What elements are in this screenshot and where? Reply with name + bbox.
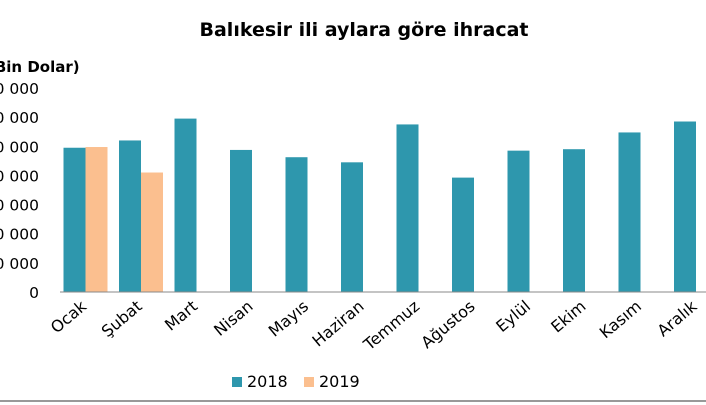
bar-2018-Aralık	[674, 121, 696, 292]
legend: 2018 2019	[232, 372, 360, 391]
y-tick-label: 0	[29, 284, 39, 302]
y-axis-unit-label: (Bin Dolar)	[0, 58, 80, 76]
y-tick-label: 100 000	[0, 138, 39, 156]
bar-2018-Eylül	[507, 150, 530, 292]
legend-swatch-2018	[232, 377, 242, 387]
legend-swatch-2019	[304, 377, 314, 387]
x-tick-label: Ağustos	[417, 297, 478, 353]
bar-2018-Mayıs	[285, 157, 308, 292]
bar-2018-Nisan	[230, 149, 252, 292]
legend-label-2018: 2018	[247, 372, 288, 391]
bar-2018-Haziran	[341, 162, 363, 292]
bar-2018-Kasım	[618, 132, 641, 292]
y-tick-label: 20 000	[0, 255, 39, 273]
chart-title: Balıkesir ili aylara göre ihracat	[200, 19, 529, 41]
x-tick-label: Mayıs	[265, 297, 312, 341]
x-tick-label: Aralık	[654, 296, 702, 340]
bar-2019-Şubat	[141, 172, 163, 292]
x-tick-label: Şubat	[98, 297, 146, 341]
x-axis-labels: Ocak Şubat Mart Nisan MayısHaziranTemmuzAğus…	[47, 296, 701, 354]
y-axis-ticks: 0 20 000 40 000 60 000 80 000 100 000 120 000 1…	[0, 80, 39, 302]
bar-2018-Mart	[174, 118, 197, 292]
x-tick-label: Temmuz	[359, 297, 423, 355]
x-tick-label: Ocak	[47, 296, 91, 337]
y-tick-label: 60 000	[0, 197, 39, 215]
x-tick-label: Mart	[161, 297, 201, 335]
x-tick-label: Haziran	[308, 297, 367, 351]
y-tick-label: 80 000	[0, 167, 39, 185]
bar-2019-Ocak	[85, 147, 108, 292]
bar-2018-Temmuz	[396, 124, 419, 292]
x-tick-label: Eylül	[492, 297, 534, 336]
y-tick-label: 40 000	[0, 226, 39, 244]
x-tick-label: Nisan	[210, 297, 256, 340]
legend-label-2019: 2019	[319, 372, 360, 391]
bar-2018-Şubat	[119, 140, 141, 292]
x-tick-label: Kasım	[596, 297, 645, 343]
bar-2018-Ağustos	[452, 177, 474, 292]
bar-2018-Ocak	[63, 147, 86, 292]
x-tick-label: Ekim	[547, 297, 589, 337]
bar-2018-Ekim	[563, 149, 585, 292]
bars	[63, 118, 696, 292]
y-tick-label: 120 000	[0, 109, 39, 127]
y-tick-label: 140 000	[0, 80, 39, 98]
